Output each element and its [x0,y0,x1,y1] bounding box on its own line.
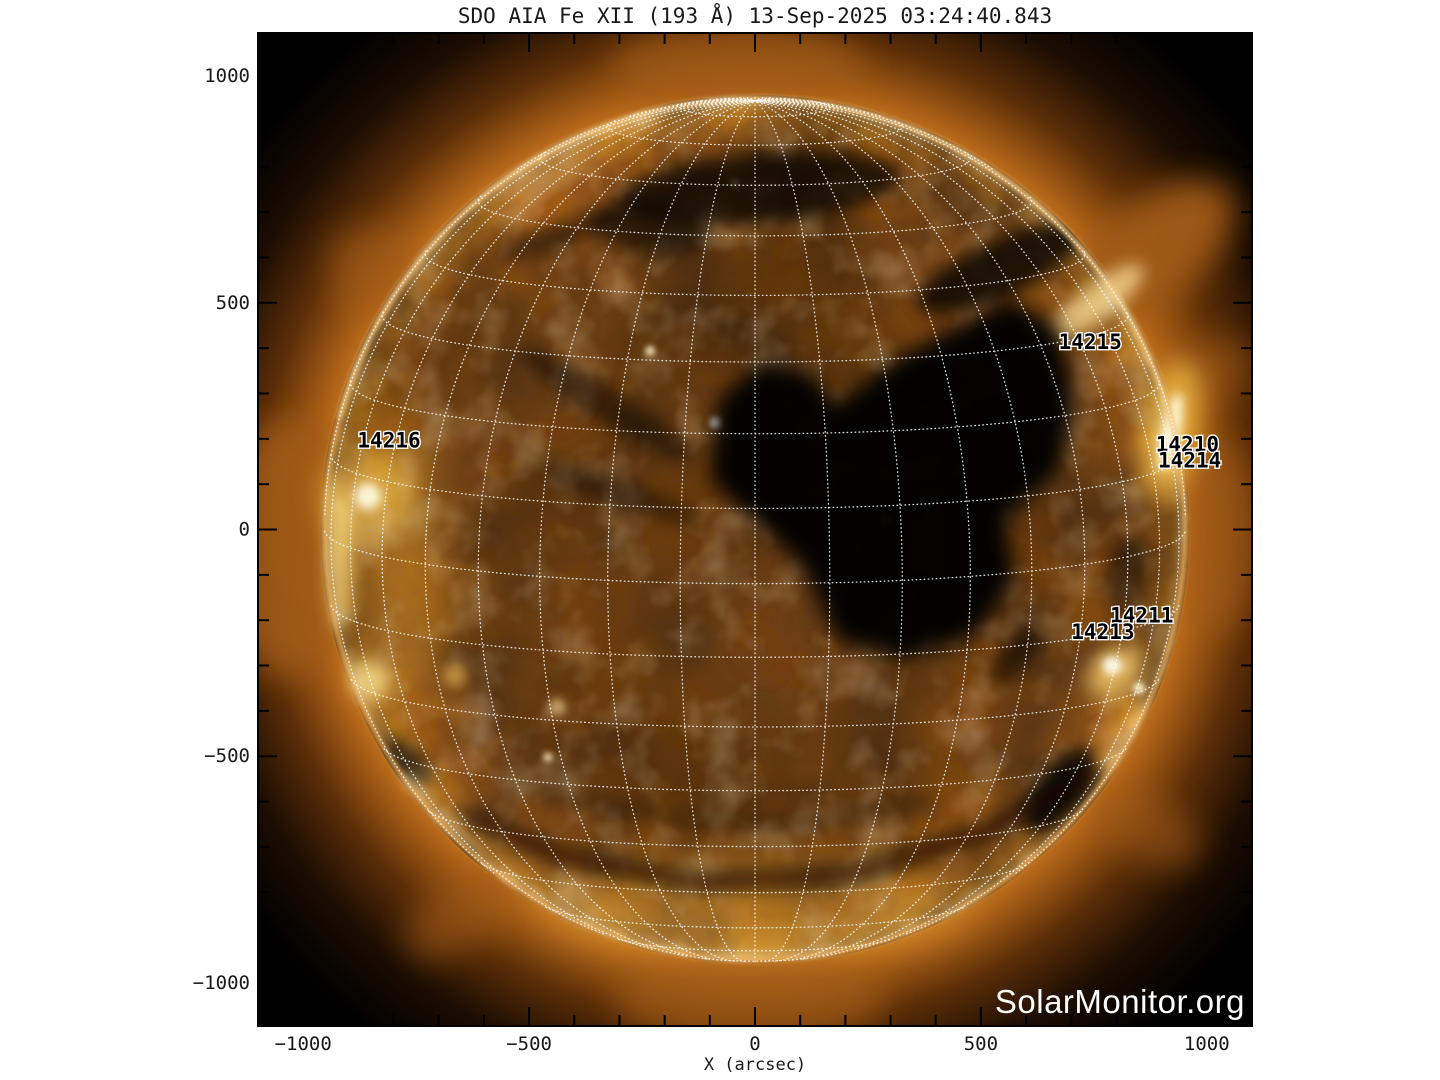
filament-channel [461,767,1098,891]
axis-ticks [257,34,1253,1025]
x-axis-title: X (arcsec) [703,1055,807,1075]
active-region-label-14210: 14210 [1156,432,1219,456]
y-tick-label: 1000 [204,65,250,87]
x-tick-label: 500 [964,1033,998,1055]
x-tick-label: −1000 [275,1033,332,1055]
dark-features [383,151,1147,891]
active-region-label-14213: 14213 [1071,620,1134,644]
x-tick-label: 1000 [1184,1033,1230,1055]
active-region-label-14215: 14215 [1059,330,1122,354]
y-tick-label: −1000 [193,972,250,994]
y-tick-label: −500 [204,745,250,767]
watermark-solarmonitor: SolarMonitor.org [994,983,1245,1020]
active-region-label-14216: 14216 [357,429,420,453]
coronal-hole [709,298,1075,661]
x-tick-label: −500 [506,1033,552,1055]
plot-frame [257,32,1253,1027]
active-region-label-14214: 14214 [1158,449,1221,473]
tick-labels: 1000 500 0 −500 −1000 −1000 −500 0 500 1000 [193,65,1230,1055]
page-title: SDO AIA Fe XII (193 Å) 13-Sep-2025 03:24… [457,4,1053,28]
active-region-label-14211: 14211 [1110,604,1173,628]
y-tick-label: 0 [239,519,250,541]
filament-channel [535,785,935,831]
heliographic-grid [324,96,1186,963]
y-tick-label: 500 [216,292,250,314]
x-tick-label: 0 [749,1033,760,1055]
